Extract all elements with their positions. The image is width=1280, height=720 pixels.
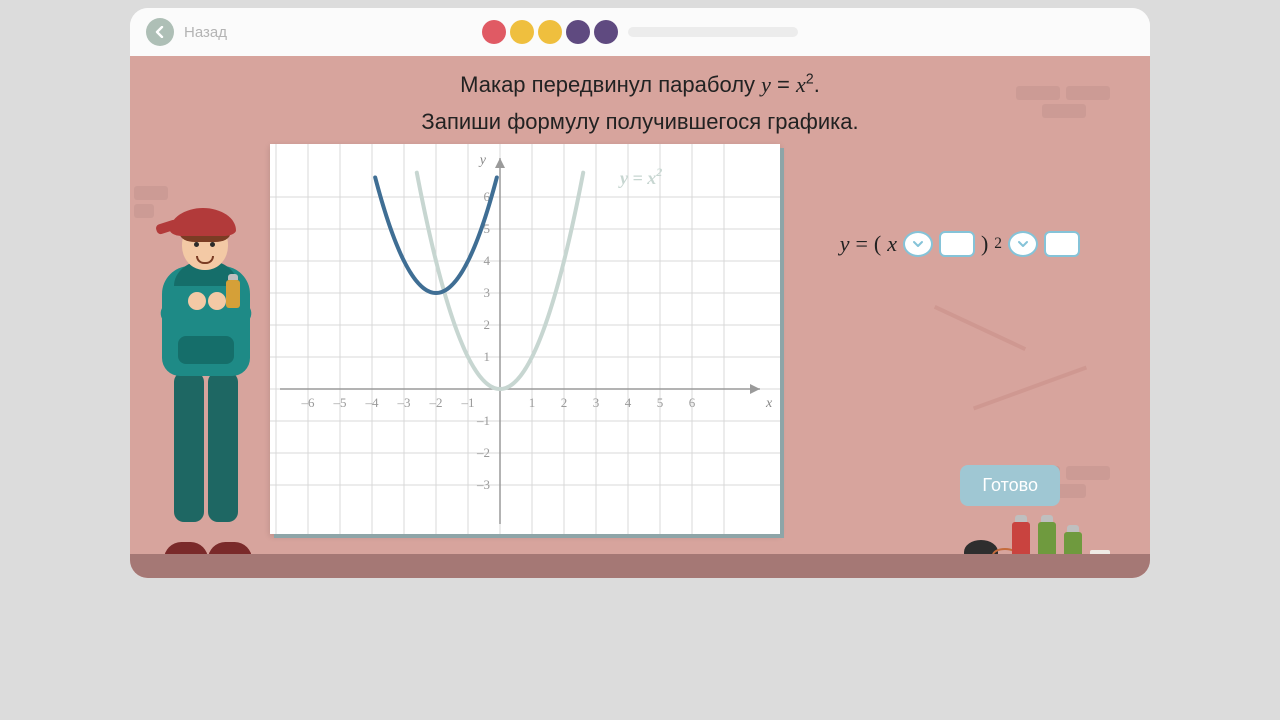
chart-svg: –6–5–4–3–2–1123456–3–2–1123456xyy = x2: [270, 144, 780, 534]
math-x: x: [796, 72, 806, 97]
character-illustration: [140, 194, 270, 564]
prompt-text: Макар передвинул параболу: [460, 72, 761, 97]
question-prompt: Макар передвинул параболу y = x2. Запиши…: [130, 66, 1150, 141]
scene: Макар передвинул параболу y = x2. Запиши…: [130, 56, 1150, 578]
prompt-line-2: Запиши формулу получившегося графика.: [130, 103, 1150, 140]
progress-dot: [594, 20, 618, 44]
number-input-1[interactable]: [939, 231, 975, 257]
progress-track: [628, 27, 798, 37]
answer-y: y: [840, 231, 850, 257]
sign-dropdown-2[interactable]: [1008, 231, 1038, 257]
number-input-2[interactable]: [1044, 231, 1080, 257]
progress-dot: [538, 20, 562, 44]
svg-text:4: 4: [625, 395, 632, 410]
done-button[interactable]: Готово: [960, 465, 1060, 506]
svg-text:–2: –2: [429, 395, 443, 410]
svg-text:x: x: [765, 396, 773, 411]
sign-dropdown-1[interactable]: [903, 231, 933, 257]
svg-text:2: 2: [484, 317, 491, 332]
svg-text:–6: –6: [301, 395, 316, 410]
chevron-down-icon: [1017, 238, 1029, 250]
math-exponent: 2: [806, 72, 814, 88]
floor: [130, 554, 1150, 578]
svg-text:5: 5: [657, 395, 664, 410]
back-button[interactable]: [146, 18, 174, 46]
prompt-text: .: [814, 72, 820, 97]
progress-dot: [566, 20, 590, 44]
svg-text:–3: –3: [476, 477, 490, 492]
svg-text:4: 4: [484, 253, 491, 268]
svg-text:–4: –4: [365, 395, 380, 410]
chevron-down-icon: [912, 238, 924, 250]
svg-text:3: 3: [484, 285, 491, 300]
chevron-left-icon: [154, 26, 166, 38]
top-bar: Назад: [130, 8, 1150, 56]
svg-text:3: 3: [593, 395, 600, 410]
answer-equals: =: [855, 231, 867, 257]
progress-dot: [510, 20, 534, 44]
svg-text:–5: –5: [333, 395, 347, 410]
svg-text:–1: –1: [476, 413, 490, 428]
svg-text:6: 6: [689, 395, 696, 410]
svg-text:–1: –1: [461, 395, 475, 410]
answer-x: x: [887, 231, 897, 257]
svg-text:–2: –2: [476, 445, 490, 460]
answer-row: y = ( x ) 2: [840, 231, 1080, 257]
svg-text:y = x2: y = x2: [618, 165, 662, 188]
wall-crack: [930, 326, 1090, 486]
progress-dot: [482, 20, 506, 44]
prompt-line-1: Макар передвинул параболу y = x2.: [130, 66, 1150, 103]
answer-exponent: 2: [994, 235, 1002, 253]
svg-text:–3: –3: [397, 395, 411, 410]
math-y: y: [761, 72, 771, 97]
svg-text:1: 1: [529, 395, 536, 410]
answer-close-paren: ): [981, 231, 988, 257]
progress-indicator: [482, 20, 798, 44]
chart-board: –6–5–4–3–2–1123456–3–2–1123456xyy = x2: [270, 144, 780, 534]
svg-text:2: 2: [561, 395, 568, 410]
app-window: Назад Макар передвинул параболу y = x2. …: [130, 8, 1150, 578]
svg-text:1: 1: [484, 349, 491, 364]
math-eq: =: [771, 72, 796, 97]
back-label: Назад: [184, 24, 227, 41]
answer-open-paren: (: [874, 231, 881, 257]
svg-text:y: y: [478, 153, 487, 168]
